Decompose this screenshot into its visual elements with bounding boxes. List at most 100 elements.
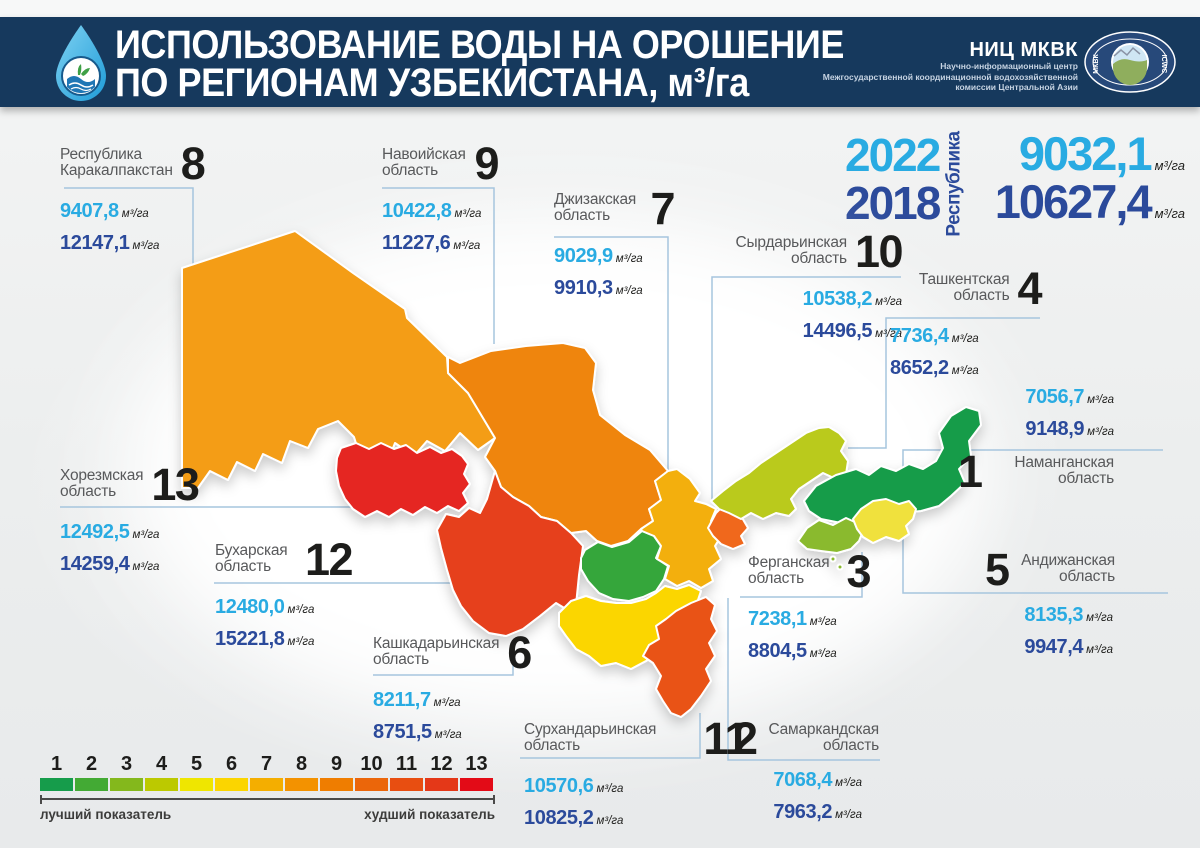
leader-surkhandarya xyxy=(520,713,701,759)
leader-syrdarya xyxy=(711,276,901,502)
region-rank: 11 xyxy=(703,713,749,764)
region-value-2022: 12492,5 м³/га xyxy=(60,521,160,543)
header-bar: ИСПОЛЬЗОВАНИЕ ВОДЫ НА ОРОШЕНИЕ ПО РЕГИОН… xyxy=(0,17,1200,107)
region-value-2018: 15221,8 м³/га xyxy=(215,628,315,650)
region-name: Сурхандарьинская область xyxy=(524,721,657,754)
region-value-2018: 8751,5 м³/га xyxy=(373,721,462,743)
summary-year-2022: 2022 xyxy=(845,129,941,181)
legend-step: 4 xyxy=(145,752,178,791)
org-description: Научно-информационный центр Межгосударст… xyxy=(822,61,1078,92)
region-value-2022: 8211,7 м³/га xyxy=(373,689,461,711)
icwc-emblem: МКВК ICWC xyxy=(1084,31,1176,93)
region-shape-surkhandarya xyxy=(642,596,718,718)
leader-kashkadarya xyxy=(373,642,514,676)
region-value-2022: 10538,2 м³/га xyxy=(802,288,902,310)
region-rank: 13 xyxy=(151,459,200,510)
region-rank: 9 xyxy=(474,138,499,189)
region-name: Джизакская область xyxy=(554,191,637,224)
region-label-namangan: Наманганская область 1 xyxy=(958,446,1114,497)
region-value-2018: 9910,3 м³/га xyxy=(554,277,643,299)
region-value-2022: 9407,8 м³/га xyxy=(60,200,149,222)
summary-year-2018: 2018 xyxy=(845,177,941,229)
region-value-2022: 12480,0 м³/га xyxy=(215,596,315,618)
region-label-samarkand: Самаркандская область 2 xyxy=(733,713,879,764)
region-label-karakalpakstan: Республика Каракалпакстан 8 9407,8 м³/га 1… xyxy=(60,141,206,261)
page-title: ИСПОЛЬЗОВАНИЕ ВОДЫ НА ОРОШЕНИЕ ПО РЕГИОН… xyxy=(115,23,844,105)
legend-step: 8 xyxy=(285,752,318,791)
region-value-2018: 8652,2 м³/га xyxy=(890,357,979,379)
leader-fergana xyxy=(740,552,863,598)
region-value-2018: 9148,9 м³/га xyxy=(1025,418,1114,440)
region-value-2022: 10422,8 м³/га xyxy=(382,200,482,222)
region-values-namangan: 7056,7 м³/га 9148,9 м³/га xyxy=(930,383,1114,447)
legend-step: 5 xyxy=(180,752,213,791)
leader-samarkand xyxy=(727,598,880,761)
legend-step: 6 xyxy=(215,752,248,791)
region-label-fergana: Ферганская область 3 7238,1 м³/га 8804,5 м³… xyxy=(748,546,871,669)
leader-tashkent xyxy=(848,317,1040,449)
legend-axis xyxy=(40,795,495,804)
region-label-bukhara: Бухарская область 12 12480,0 м³/га 15221,8… xyxy=(215,534,354,657)
region-value-2018: 11227,6 м³/га xyxy=(382,232,481,254)
legend-step: 3 xyxy=(110,752,143,791)
legend-step: 13 xyxy=(460,752,493,791)
region-rank: 3 xyxy=(846,546,871,597)
region-label-andijan: Андижанская область 5 xyxy=(985,547,1115,594)
region-name: Андижанская область xyxy=(1021,552,1115,585)
region-value-2022: 7056,7 м³/га xyxy=(1025,386,1114,408)
region-value-2022: 10570,6 м³/га xyxy=(524,775,624,797)
org-block: НИЦ МКВК Научно-информационный центр Меж… xyxy=(823,39,1078,93)
legend-step: 9 xyxy=(320,752,353,791)
region-label-syrdarya: Сырдарьинская область 10 10538,2 м³/га 144… xyxy=(712,226,904,349)
region-shape-bukhara xyxy=(436,470,584,637)
region-value-2018: 14496,5 м³/га xyxy=(802,320,902,342)
region-name: Кашкадарьинская область xyxy=(373,635,500,668)
region-name: Бухарская область xyxy=(215,542,288,575)
region-shape-andijan xyxy=(852,498,917,544)
legend-scale: 1 2 3 4 5 6 7 8 9 10 11 12 13 xyxy=(40,752,495,791)
legend-step: 2 xyxy=(75,752,108,791)
map-regions xyxy=(181,230,982,718)
region-name: Наманганская область xyxy=(1014,454,1114,487)
org-name: НИЦ МКВК xyxy=(969,39,1078,61)
water-drop-logo xyxy=(56,25,106,101)
region-values-samarkand: 7068,4 м³/га 7963,2 м³/га xyxy=(692,766,862,830)
leader-lines xyxy=(60,187,1168,761)
region-value-2022: 8135,3 м³/га xyxy=(1024,604,1113,626)
region-islet-fergana xyxy=(836,563,844,571)
region-value-2022: 9029,9 м³/га xyxy=(554,245,643,267)
legend-step: 12 xyxy=(425,752,458,791)
region-rank: 1 xyxy=(958,446,983,497)
region-rank: 12 xyxy=(304,534,354,585)
region-name: Ферганская область xyxy=(748,554,830,587)
legend-step: 11 xyxy=(390,752,423,791)
region-label-jizzakh: Джизакская область 7 9029,9 м³/га 9910,3 м³… xyxy=(554,186,675,306)
region-rank: 4 xyxy=(1017,263,1042,314)
region-rank: 10 xyxy=(854,226,904,277)
region-label-khorezm: Хорезмская область 13 12492,5 м³/га 14259,… xyxy=(60,462,200,582)
summary-value-2022: 9032,1 м³/га xyxy=(1018,127,1185,180)
region-value-2018: 7963,2 м³/га xyxy=(773,801,862,823)
region-rank: 8 xyxy=(180,138,206,189)
legend-worst-label: худший показатель xyxy=(364,807,495,822)
legend: 1 2 3 4 5 6 7 8 9 10 11 12 13 лучший показатель худш… xyxy=(40,752,495,822)
legend-step: 7 xyxy=(250,752,283,791)
leader-karakalpakstan xyxy=(64,187,194,264)
region-value-2022: 7068,4 м³/га xyxy=(773,769,862,791)
region-value-2018: 9947,4 м³/га xyxy=(1024,636,1113,658)
region-rank: 6 xyxy=(507,627,532,678)
region-islet-fergana xyxy=(829,555,837,563)
legend-step: 10 xyxy=(355,752,388,791)
region-values-andijan: 8135,3 м³/га 9947,4 м³/га xyxy=(935,601,1113,665)
region-label-surkhandarya: Сурхандарьинская область 11 10570,6 м³/га … xyxy=(524,713,749,836)
region-name: Ташкентская область xyxy=(918,271,1010,304)
region-label-kashkadarya: Кашкадарьинская область 6 8211,7 м³/га 875… xyxy=(373,630,532,750)
top-strip xyxy=(0,0,1200,17)
region-rank: 2 xyxy=(733,713,758,764)
region-shape-khorezm xyxy=(335,442,471,518)
region-name: Республика Каракалпакстан xyxy=(60,146,173,179)
region-name: Хорезмская область xyxy=(60,467,144,500)
region-value-2022: 7238,1 м³/га xyxy=(748,608,837,630)
